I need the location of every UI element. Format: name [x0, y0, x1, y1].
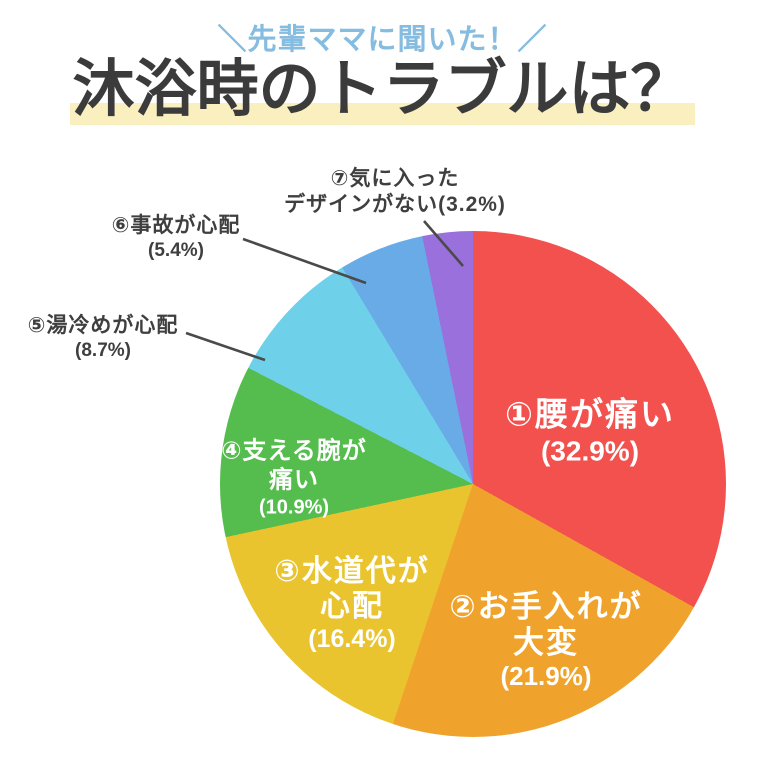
- header-tagline: ＼先輩ママに聞いた！／: [217, 24, 548, 56]
- slice-label-2-text: ②お手入れが: [449, 589, 643, 625]
- leader-line-slice-5: [185, 331, 266, 362]
- slice-label-5: ⑤湯冷めが心配 (8.7%): [28, 313, 179, 363]
- slice-label-3: ③水道代が 心配 (16.4%): [274, 555, 429, 655]
- slice-label-7: ⑦気に入った デザインがない(3.2%): [284, 166, 506, 219]
- slice-label-1: ①腰が痛い (32.9%): [505, 396, 675, 469]
- slice-label-1-pct: (32.9%): [540, 435, 640, 467]
- title-highlight-bar: [70, 102, 695, 125]
- slice-label-6-text: ⑥事故が心配: [111, 214, 241, 237]
- page-title-text: 沐浴時のトラブルは？: [72, 55, 693, 124]
- page-title: 沐浴時のトラブルは？: [70, 50, 695, 131]
- slice-label-4: ④支える腕が 痛い (10.9%): [221, 438, 367, 521]
- slice-label-3-text: ③水道代が: [274, 554, 430, 588]
- slice-label-4-text2: 痛い: [268, 466, 319, 494]
- slice-label-3-text2: 心配: [320, 589, 384, 623]
- slice-label-4-pct: (10.9%): [258, 496, 330, 519]
- title-wrap: 沐浴時のトラブルは？: [0, 50, 765, 131]
- slice-label-2-pct: (21.9%): [500, 661, 592, 692]
- slice-label-5-pct: (8.7%): [75, 340, 131, 362]
- slice-label-3-pct: (16.4%): [308, 624, 396, 653]
- slice-label-6: ⑥事故が心配 (5.4%): [112, 213, 241, 263]
- slice-label-4-text: ④支える腕が: [221, 437, 367, 465]
- slice-label-1-text: ①腰が痛い: [505, 395, 675, 433]
- slice-label-2: ②お手入れが 大変 (21.9%): [449, 589, 642, 693]
- pie-chart: [220, 231, 726, 737]
- slice-label-5-text: ⑤湯冷めが心配: [27, 314, 179, 337]
- slice-label-7-text: ⑦気に入った: [330, 166, 460, 190]
- slice-label-2-text2: 大変: [513, 624, 579, 660]
- slice-label-7-text2: デザインがない(3.2%): [284, 193, 506, 216]
- slice-label-6-pct: (5.4%): [148, 240, 204, 262]
